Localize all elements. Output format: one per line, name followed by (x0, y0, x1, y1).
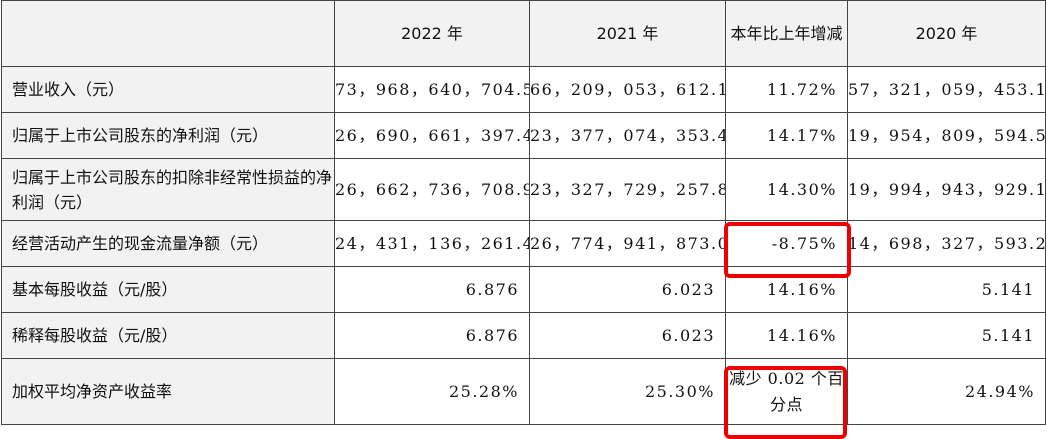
header-yoy-change: 本年比上年增减 (725, 0, 848, 67)
header-2022: 2022 年 (334, 0, 530, 67)
value-change: 减少 0.02 个百分点 (725, 358, 848, 425)
value-change: -8.75% (725, 220, 848, 267)
value-2022: 26，662，736，708.98 (334, 158, 530, 221)
value-2021: 23，327，729，257.82 (529, 158, 726, 221)
value-2021: 25.30% (529, 358, 726, 425)
header-2020: 2020 年 (847, 0, 1046, 67)
value-2020: 19，954，809，594.52 (847, 112, 1046, 159)
value-2020: 57，321，059，453.15 (847, 66, 1046, 113)
table-row: 经营活动产生的现金流量净额（元） 24，431，136，261.48 26，77… (1, 220, 1046, 267)
row-label: 基本每股收益（元/股） (1, 266, 335, 313)
value-2020: 24.94% (847, 358, 1046, 425)
value-2020: 14，698，327，593.21 (847, 220, 1046, 267)
table-row: 基本每股收益（元/股） 6.876 6.023 14.16% 5.141 (1, 266, 1046, 313)
financial-summary-table: 2022 年 2021 年 本年比上年增减 2020 年 营业收入（元） 73，… (1, 0, 1046, 425)
value-2021: 6.023 (529, 266, 726, 313)
table-row: 归属于上市公司股东的净利润（元） 26，690，661，397.42 23，37… (1, 112, 1046, 159)
row-label: 归属于上市公司股东的扣除非经常性损益的净利润（元） (1, 158, 335, 221)
row-label: 加权平均净资产收益率 (1, 358, 335, 425)
value-2022: 73，968，640，704.54 (334, 66, 530, 113)
value-2022: 26，690，661，397.42 (334, 112, 530, 159)
value-2021: 66，209，053，612.11 (529, 66, 726, 113)
value-2020: 19，994，943，929.15 (847, 158, 1046, 221)
value-change: 14.16% (725, 266, 848, 313)
table-row: 稀释每股收益（元/股） 6.876 6.023 14.16% 5.141 (1, 312, 1046, 359)
value-2021: 26，774，941，873.05 (529, 220, 726, 267)
value-2022: 6.876 (334, 312, 530, 359)
value-2022: 24，431，136，261.48 (334, 220, 530, 267)
value-2021: 23，377，074，353.40 (529, 112, 726, 159)
value-change: 14.16% (725, 312, 848, 359)
value-change: 14.17% (725, 112, 848, 159)
value-2020: 5.141 (847, 312, 1046, 359)
value-2022: 6.876 (334, 266, 530, 313)
row-label: 稀释每股收益（元/股） (1, 312, 335, 359)
table-row: 归属于上市公司股东的扣除非经常性损益的净利润（元） 26，662，736，708… (1, 158, 1046, 221)
row-label: 归属于上市公司股东的净利润（元） (1, 112, 335, 159)
row-label: 营业收入（元） (1, 66, 335, 113)
value-change: 11.72% (725, 66, 848, 113)
table-header-row: 2022 年 2021 年 本年比上年增减 2020 年 (1, 0, 1046, 67)
header-2021: 2021 年 (529, 0, 726, 67)
value-change: 14.30% (725, 158, 848, 221)
table-row: 营业收入（元） 73，968，640，704.54 66，209，053，612… (1, 66, 1046, 113)
value-2021: 6.023 (529, 312, 726, 359)
table-row: 加权平均净资产收益率 25.28% 25.30% 减少 0.02 个百分点 24… (1, 358, 1046, 425)
header-corner-cell (1, 0, 335, 67)
row-label: 经营活动产生的现金流量净额（元） (1, 220, 335, 267)
value-2022: 25.28% (334, 358, 530, 425)
value-2020: 5.141 (847, 266, 1046, 313)
